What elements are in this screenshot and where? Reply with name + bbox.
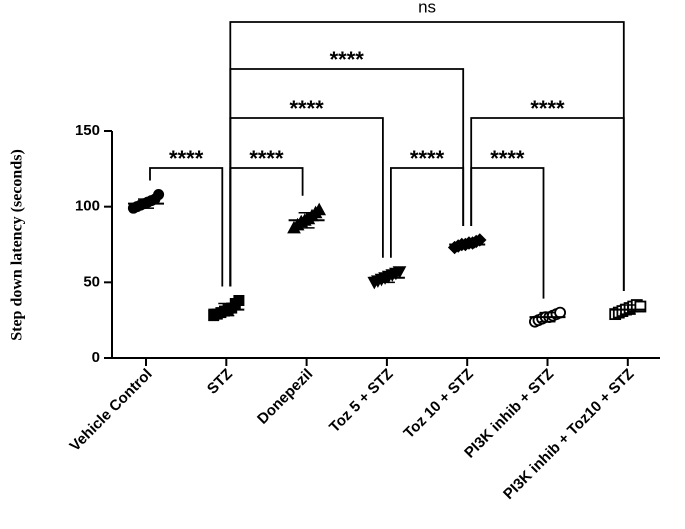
significance-bracket [229,21,625,292]
significance-label: **** [289,96,324,121]
data-point [153,189,165,201]
significance-label: ns [418,0,436,16]
significance-label: **** [249,146,284,171]
significance-label: **** [410,146,445,171]
x-tick-label: Vehicle Control [66,366,155,455]
data-point [634,300,647,313]
x-tick-label: PI3K inhib + Toz10 + STZ [500,366,637,503]
y-tick-label: 0 [92,349,100,366]
data-point [473,233,487,247]
data-point [392,266,407,279]
x-tick-label: STZ [204,366,236,398]
significance-bracket [229,117,384,287]
data-point [312,202,327,216]
significance-bracket [470,167,545,299]
significance-label: **** [169,146,204,171]
y-tick-label: 100 [75,198,100,215]
data-point [554,306,566,319]
significance-label: **** [330,47,365,72]
y-axis-label: Step down latency (seconds) [9,149,26,341]
y-tick-label: 50 [83,273,100,290]
significance-bracket [149,167,224,287]
x-tick-label: Toz 10 + STZ [400,366,476,442]
data-point [233,294,245,306]
significance-bracket [470,117,625,292]
x-tick-label: Toz 5 + STZ [326,366,396,436]
significance-label: **** [530,96,565,121]
x-tick-label: Donepezil [254,366,316,428]
significance-label: **** [490,146,525,171]
significance-bracket [229,68,465,287]
y-tick-label: 150 [75,122,100,139]
